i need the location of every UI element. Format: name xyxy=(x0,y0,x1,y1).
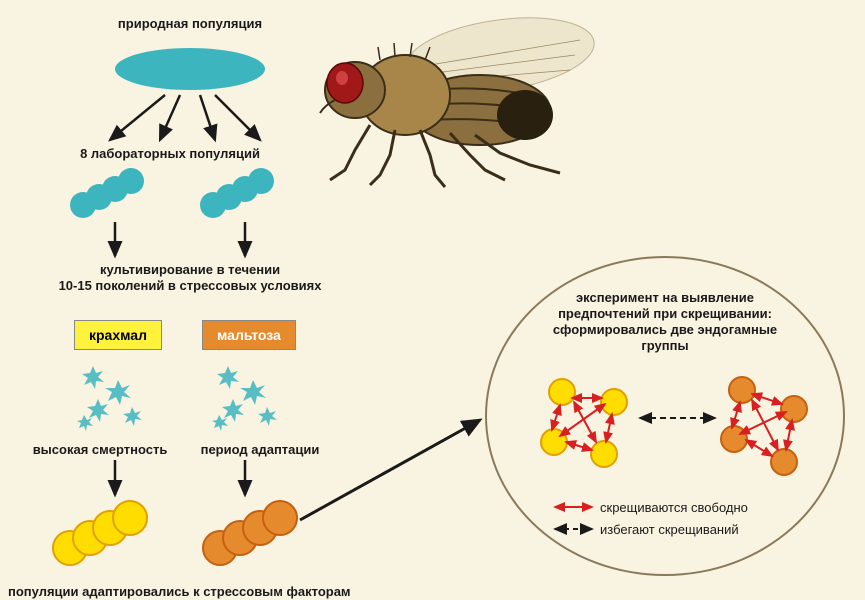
cluster-yellow-node xyxy=(590,440,618,468)
legend-avoid-text: избегают скрещиваний xyxy=(600,522,800,538)
cluster-yellow-node xyxy=(540,428,568,456)
adapted-yellow-circle xyxy=(112,500,148,536)
cluster-yellow-node xyxy=(548,378,576,406)
label-experiment-1: эксперимент на выявление xyxy=(530,290,800,306)
fly-illustration xyxy=(300,5,610,195)
label-cultivation-2: 10-15 поколений в стрессовых условиях xyxy=(40,278,340,294)
box-starch: крахмал xyxy=(74,320,162,350)
label-cultivation-1: культивирование в течении xyxy=(60,262,320,278)
starburst-left xyxy=(70,358,160,433)
legend-free-text: скрещиваются свободно xyxy=(600,500,800,516)
label-experiment-3: сформировались две эндогамные xyxy=(530,322,800,338)
label-experiment-2: предпочтений при скрещивании: xyxy=(530,306,800,322)
starburst-right xyxy=(205,358,295,433)
cluster-orange-node xyxy=(728,376,756,404)
cluster-orange-node xyxy=(770,448,798,476)
box-maltose: мальтоза xyxy=(202,320,296,350)
adapted-orange-circle xyxy=(262,500,298,536)
lab-pop-circle xyxy=(118,168,144,194)
cluster-yellow-node xyxy=(600,388,628,416)
natural-pop-ellipse xyxy=(115,48,265,90)
label-high-mortality: высокая смертность xyxy=(20,442,180,458)
label-adaptation: период адаптации xyxy=(180,442,340,458)
cluster-orange-node xyxy=(780,395,808,423)
label-experiment-4: группы xyxy=(530,338,800,354)
label-lab-pops: 8 лабораторных популяций xyxy=(70,146,270,162)
label-adapted: популяции адаптировались к стрессовым фа… xyxy=(0,584,360,600)
label-natural-pop: природная популяция xyxy=(100,16,280,32)
cluster-orange-node xyxy=(720,425,748,453)
lab-pop-circle xyxy=(248,168,274,194)
